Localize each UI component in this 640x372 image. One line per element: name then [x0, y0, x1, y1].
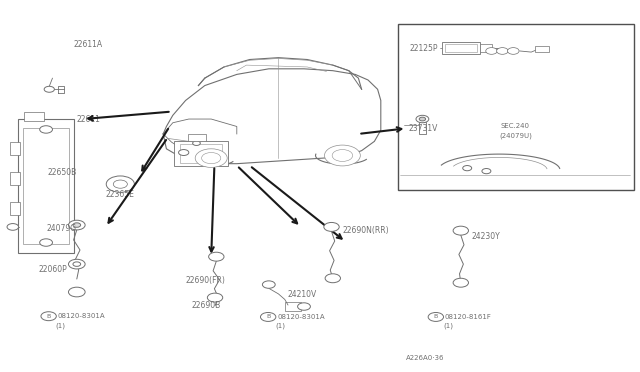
Circle shape: [7, 224, 19, 230]
Circle shape: [482, 169, 491, 174]
Circle shape: [68, 259, 85, 269]
Bar: [419, 122, 426, 134]
Circle shape: [68, 220, 85, 230]
Text: 23731V: 23731V: [408, 124, 438, 133]
Circle shape: [497, 48, 508, 54]
Text: 22611A: 22611A: [74, 40, 103, 49]
Text: (1): (1): [56, 322, 66, 329]
Text: 22690N(RR): 22690N(RR): [342, 226, 389, 235]
Bar: [10, 172, 20, 185]
Circle shape: [508, 48, 519, 54]
Circle shape: [44, 86, 54, 92]
Circle shape: [324, 145, 360, 166]
Circle shape: [262, 281, 275, 288]
Circle shape: [428, 312, 444, 321]
Circle shape: [486, 48, 497, 54]
Text: 22690B: 22690B: [192, 301, 221, 310]
Text: 22611: 22611: [77, 115, 100, 124]
Circle shape: [453, 278, 468, 287]
Bar: [174, 141, 228, 166]
Text: SEC.240: SEC.240: [500, 124, 529, 129]
Bar: [10, 202, 20, 215]
Text: B: B: [434, 314, 438, 320]
Circle shape: [73, 223, 81, 227]
Bar: [398, 24, 634, 190]
Bar: [180, 144, 222, 163]
Text: 08120-8301A: 08120-8301A: [58, 313, 105, 319]
Text: (1): (1): [443, 323, 453, 330]
Bar: [10, 142, 20, 155]
Text: (1): (1): [275, 323, 285, 330]
Circle shape: [73, 262, 81, 266]
Bar: [18, 119, 74, 253]
Text: B: B: [47, 314, 51, 319]
Bar: [480, 44, 492, 52]
Circle shape: [324, 222, 339, 231]
Circle shape: [298, 303, 310, 310]
Bar: [24, 112, 44, 121]
Text: 24210V: 24210V: [288, 290, 317, 299]
Circle shape: [419, 117, 426, 121]
Circle shape: [193, 141, 200, 145]
Circle shape: [209, 252, 224, 261]
Circle shape: [202, 153, 221, 164]
Bar: [445, 44, 477, 52]
Circle shape: [416, 115, 429, 123]
Text: 22690(FR): 22690(FR): [186, 276, 225, 285]
Text: 08120-8161F: 08120-8161F: [445, 314, 492, 320]
Circle shape: [325, 274, 340, 283]
Text: 22650B: 22650B: [48, 169, 77, 177]
Text: 24230Y: 24230Y: [471, 232, 500, 241]
Circle shape: [195, 149, 227, 167]
Circle shape: [463, 166, 472, 171]
Circle shape: [68, 287, 85, 297]
Text: (24079U): (24079U): [499, 132, 532, 139]
Text: B: B: [266, 314, 270, 320]
Bar: [442, 42, 480, 54]
Bar: [188, 134, 206, 141]
Circle shape: [113, 180, 127, 188]
Text: 22125P: 22125P: [410, 44, 438, 53]
Text: 24079G: 24079G: [46, 224, 76, 233]
Circle shape: [40, 126, 52, 133]
Bar: [535, 46, 549, 52]
Bar: [23, 128, 69, 244]
Circle shape: [453, 226, 468, 235]
Circle shape: [41, 312, 56, 321]
Text: A226A0·36: A226A0·36: [406, 355, 445, 361]
Text: 08120-8301A: 08120-8301A: [277, 314, 324, 320]
Circle shape: [260, 312, 276, 321]
Bar: [285, 302, 301, 311]
Text: 22060P: 22060P: [38, 265, 67, 274]
Circle shape: [207, 293, 223, 302]
Circle shape: [332, 150, 353, 161]
Circle shape: [106, 176, 134, 192]
Circle shape: [179, 150, 189, 155]
Circle shape: [40, 239, 52, 246]
Text: 22365E: 22365E: [106, 190, 135, 199]
Bar: [398, 24, 634, 190]
